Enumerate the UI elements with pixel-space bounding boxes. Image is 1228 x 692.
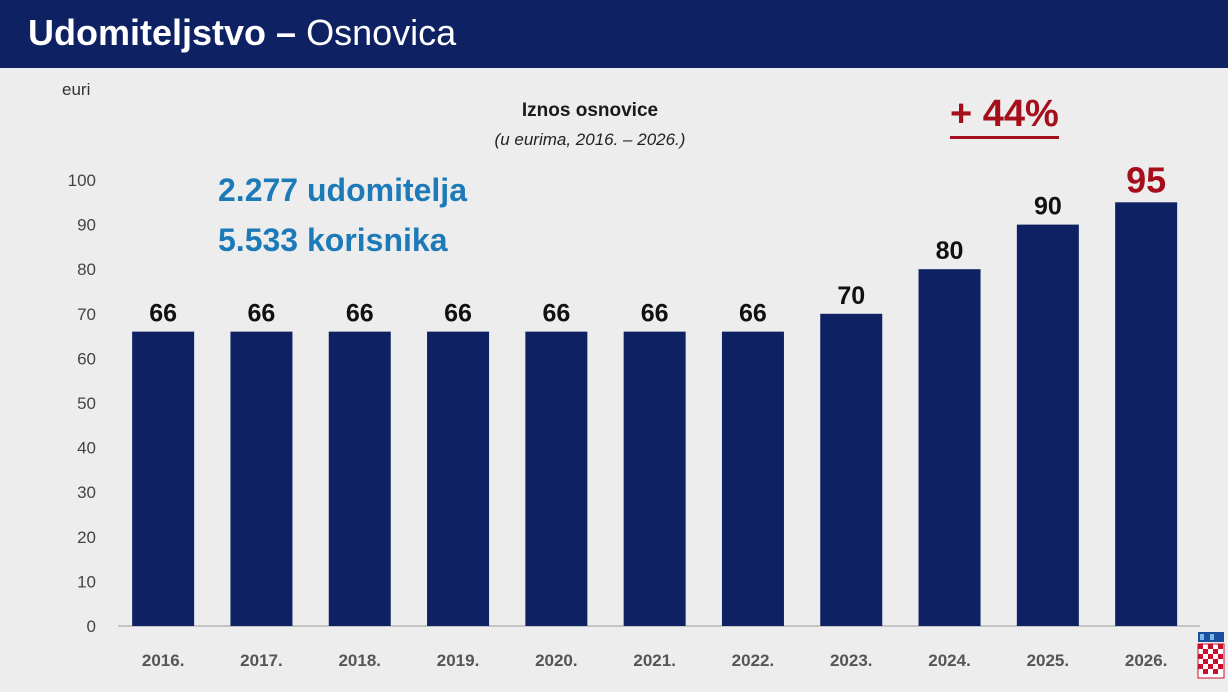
header-bar: Udomiteljstvo – Osnovica [0, 0, 1228, 68]
data-label: 66 [739, 300, 767, 328]
data-label: 66 [149, 300, 177, 328]
bar [132, 331, 195, 626]
y-axis-unit-label: euri [62, 80, 91, 99]
y-tick-label: 70 [77, 305, 96, 324]
y-tick-label: 80 [77, 260, 96, 279]
bar [918, 269, 981, 626]
data-label: 66 [444, 300, 472, 328]
bar [230, 331, 293, 626]
y-tick-label: 0 [87, 617, 96, 636]
y-tick-label: 20 [77, 528, 96, 547]
data-label: 90 [1034, 193, 1062, 221]
bar [623, 331, 686, 626]
chart-subtitle: (u eurima, 2016. – 2026.) [494, 130, 686, 149]
y-tick-label: 30 [77, 483, 96, 502]
bar [1115, 202, 1178, 627]
bar [1016, 224, 1079, 626]
bar [328, 331, 391, 626]
y-tick-label: 60 [77, 349, 96, 368]
page-title-bold: Udomiteljstvo – [28, 12, 297, 53]
beneficiaries-count: 5.533 korisnika [218, 222, 448, 258]
bar [427, 331, 490, 626]
x-tick-label: 2021. [633, 651, 676, 670]
data-label: 66 [248, 300, 276, 328]
y-tick-label: 10 [77, 572, 96, 591]
data-label: 66 [346, 300, 374, 328]
y-tick-label: 40 [77, 439, 96, 458]
x-tick-label: 2023. [830, 651, 873, 670]
page-title: Udomiteljstvo – Osnovica [28, 12, 456, 54]
fosters-count: 2.277 udomitelja [218, 172, 467, 208]
data-label: 95 [1126, 159, 1166, 200]
x-tick-label: 2026. [1125, 651, 1168, 670]
y-tick-label: 100 [68, 171, 96, 190]
croatian-coat-of-arms-icon [1197, 632, 1225, 679]
bar [721, 331, 784, 626]
x-tick-label: 2016. [142, 651, 185, 670]
data-label: 70 [837, 282, 865, 310]
bar [820, 313, 883, 626]
x-tick-label: 2018. [338, 651, 381, 670]
page-title-light: Osnovica [306, 12, 457, 53]
chart-title: Iznos osnovice [521, 100, 659, 121]
x-tick-label: 2017. [240, 651, 283, 670]
data-label: 80 [936, 237, 964, 265]
x-tick-label: 2025. [1027, 651, 1070, 670]
x-tick-label: 2024. [928, 651, 971, 670]
bar [525, 331, 588, 626]
y-tick-label: 90 [77, 216, 96, 235]
data-label: 66 [542, 300, 570, 328]
y-tick-label: 50 [77, 394, 96, 413]
x-tick-label: 2022. [732, 651, 775, 670]
data-label: 66 [641, 300, 669, 328]
increase-badge: + 44% [950, 94, 1059, 139]
x-tick-label: 2019. [437, 651, 480, 670]
x-tick-label: 2020. [535, 651, 578, 670]
